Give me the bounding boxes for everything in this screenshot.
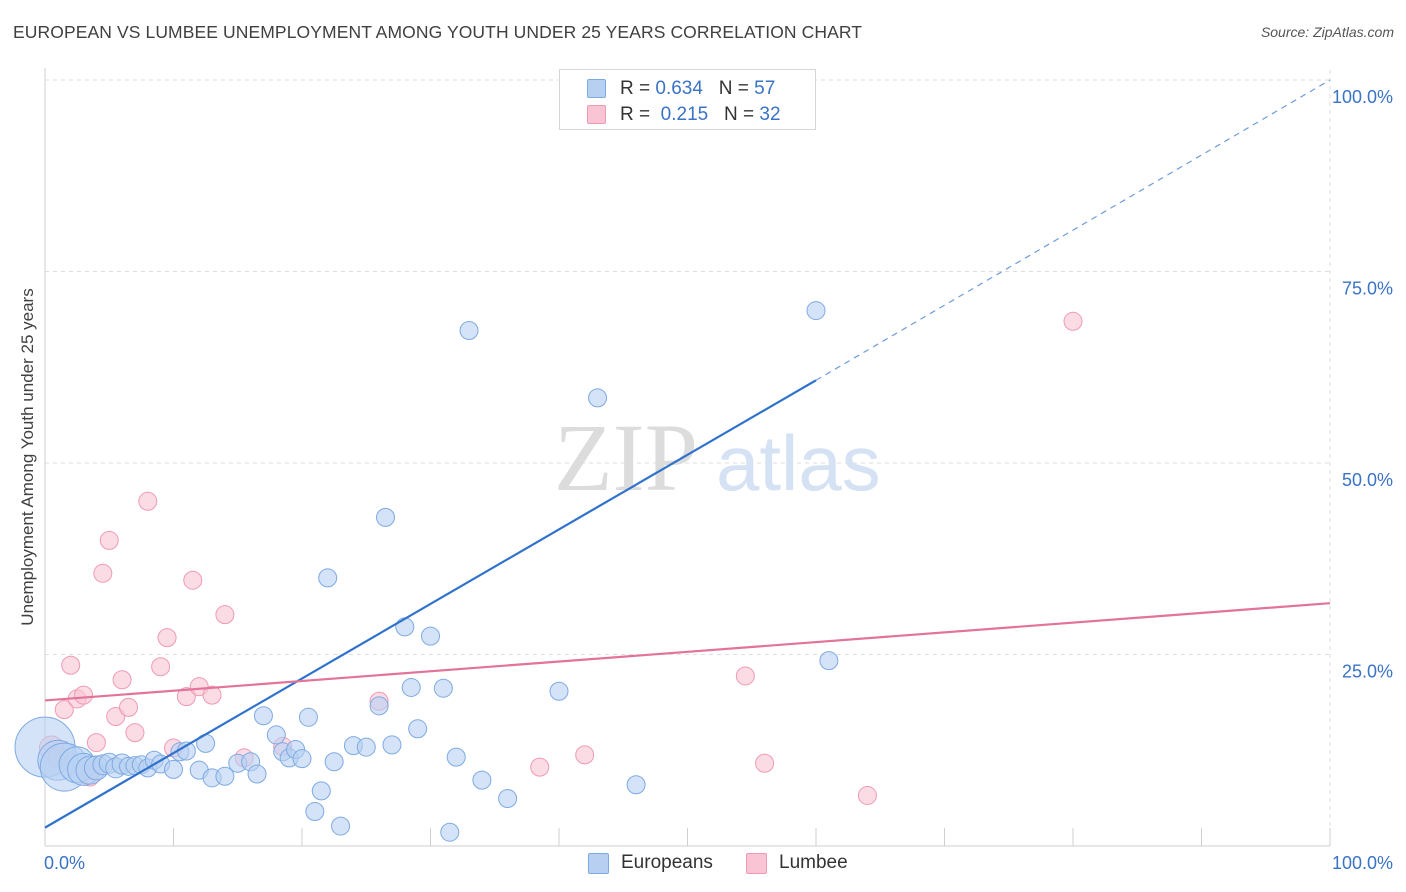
x-tick-label: 0.0% (44, 853, 85, 873)
y-tick-label: 75.0% (1342, 279, 1393, 299)
lumbee-point (54, 700, 74, 720)
watermark-zip-text: ZIP (554, 404, 698, 511)
europeans-point (588, 388, 608, 408)
watermark-atlas-text: atlas (716, 419, 881, 507)
europeans-point (446, 747, 466, 767)
lumbee-point (125, 723, 145, 743)
lumbee-swatch (587, 105, 606, 124)
lumbee-points (38, 311, 1083, 805)
lumbee-point (857, 785, 877, 805)
lumbee-point (112, 670, 132, 690)
europeans-point (318, 568, 338, 588)
europeans-point (440, 822, 460, 842)
europeans-swatch (587, 79, 606, 98)
lumbee-point (106, 707, 126, 727)
x-tick-label: 100.0% (1332, 853, 1393, 873)
lumbee-swatch (746, 853, 767, 874)
lumbee-point (99, 530, 119, 550)
europeans-point (626, 775, 646, 795)
europeans-point (266, 725, 286, 745)
europeans-point (164, 759, 183, 779)
europeans-point (459, 320, 479, 340)
europeans-point (549, 681, 569, 701)
lumbee-point (755, 753, 775, 773)
tick-labels: 25.0% 50.0% 75.0% 100.0% 0.0% 100.0% (44, 87, 1393, 873)
europeans-points (14, 301, 839, 842)
europeans-point (215, 766, 235, 786)
europeans-point (369, 696, 389, 716)
lumbee-point (138, 491, 158, 511)
legend-n-value: 32 (759, 104, 781, 125)
europeans-point (401, 677, 421, 697)
lumbee-point (530, 757, 550, 777)
lumbee-point (1063, 311, 1083, 331)
europeans-point (433, 678, 453, 698)
europeans-point (292, 749, 312, 769)
lumbee-point (183, 570, 203, 590)
legend-r-value: 0.215 (660, 104, 709, 125)
legend-label-europeans: Europeans (621, 852, 713, 873)
legend-r-label: R = (620, 78, 656, 99)
europeans-point (305, 802, 325, 822)
legend-n-label: N = (724, 104, 760, 125)
lumbee-point (93, 563, 113, 583)
legend-lumbee-stats: R = 0.215 N = 32 (620, 104, 781, 126)
lumbee-trend-line (44, 602, 1331, 702)
europeans-swatch (588, 853, 609, 874)
legend-label-lumbee: Lumbee (779, 852, 848, 873)
axes (44, 68, 1331, 847)
lumbee-point (157, 628, 177, 648)
europeans-point (498, 789, 518, 809)
europeans-point (311, 781, 331, 801)
lumbee-point (575, 745, 595, 765)
europeans-point (395, 617, 415, 637)
europeans-point (331, 816, 351, 836)
europeans-point (298, 707, 318, 727)
legend-r-label: R = (620, 104, 656, 125)
europeans-trend-line (44, 379, 817, 829)
europeans-point (247, 764, 267, 784)
europeans-point (324, 752, 344, 772)
y-tick-label: 50.0% (1342, 470, 1393, 490)
legend-n-value: 57 (754, 78, 776, 99)
europeans-point (819, 651, 839, 671)
lumbee-point (61, 655, 81, 675)
y-tick-label: 100.0% (1332, 87, 1393, 107)
lumbee-point (215, 605, 235, 625)
europeans-point (356, 737, 376, 757)
trend-lines (44, 79, 1331, 829)
lumbee-point (735, 666, 755, 686)
europeans-point (408, 719, 428, 739)
legend-europeans-stats: R = 0.634 N = 57 (620, 78, 775, 100)
lumbee-point (176, 687, 196, 707)
lumbee-point (119, 697, 139, 717)
chart-source: Source: ZipAtlas.com (1260, 24, 1394, 40)
lumbee-point (202, 685, 222, 705)
lumbee-point (86, 733, 106, 753)
y-axis-label: Unemployment Among Youth under 25 years (18, 288, 37, 626)
lumbee-point (74, 685, 94, 705)
europeans-point (376, 507, 396, 527)
europeans-point (806, 301, 826, 321)
watermark: ZIP atlas (554, 404, 881, 511)
chart-title: EUROPEAN VS LUMBEE UNEMPLOYMENT AMONG YO… (13, 22, 863, 42)
europeans-point (472, 770, 492, 790)
europeans-point (382, 735, 402, 755)
y-tick-label: 25.0% (1342, 662, 1393, 682)
correlation-legend: R = 0.634 N = 57 R = 0.215 N = 32 (559, 69, 816, 130)
europeans-point (253, 706, 273, 726)
europeans-point (421, 626, 440, 646)
legend-r-value: 0.634 (655, 78, 703, 99)
legend-n-label: N = (718, 78, 755, 99)
lumbee-point (151, 657, 171, 677)
europeans-trend-extension (815, 79, 1331, 381)
